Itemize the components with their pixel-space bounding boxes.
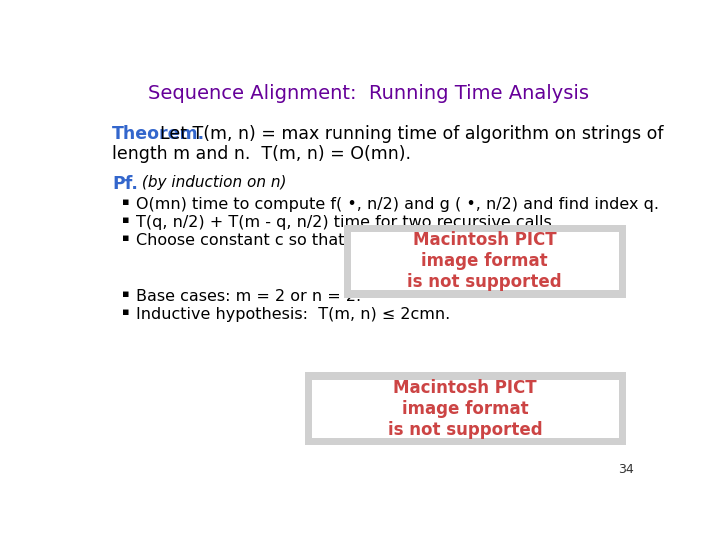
Text: ▪: ▪: [122, 233, 130, 243]
Text: ▪: ▪: [122, 288, 130, 299]
Text: Macintosh PICT
image format
is not supported: Macintosh PICT image format is not suppo…: [388, 379, 543, 438]
Text: Inductive hypothesis:  T(m, n) ≤ 2cmn.: Inductive hypothesis: T(m, n) ≤ 2cmn.: [136, 307, 450, 322]
FancyBboxPatch shape: [344, 225, 626, 298]
Text: Let T(m, n) = max running time of algorithm on strings of: Let T(m, n) = max running time of algori…: [160, 125, 663, 143]
Text: ▪: ▪: [122, 197, 130, 207]
Text: Theorem.: Theorem.: [112, 125, 205, 143]
Text: Macintosh PICT
image format
is not supported: Macintosh PICT image format is not suppo…: [408, 232, 562, 291]
FancyBboxPatch shape: [305, 373, 626, 446]
Text: length m and n.  T(m, n) = O(mn).: length m and n. T(m, n) = O(mn).: [112, 145, 411, 163]
Text: Base cases: m = 2 or n = 2.: Base cases: m = 2 or n = 2.: [136, 288, 361, 303]
Text: (by induction on n): (by induction on n): [138, 175, 287, 190]
Text: Pf.: Pf.: [112, 175, 138, 193]
Text: O(mn) time to compute f( •, n/2) and g ( •, n/2) and find index q.: O(mn) time to compute f( •, n/2) and g (…: [136, 197, 659, 212]
Text: 34: 34: [618, 463, 634, 476]
FancyBboxPatch shape: [351, 232, 619, 290]
Text: Choose constant c so that:: Choose constant c so that:: [136, 233, 350, 248]
Text: ▪: ▪: [122, 215, 130, 225]
Text: ▪: ▪: [122, 307, 130, 317]
Text: T(q, n/2) + T(m - q, n/2) time for two recursive calls.: T(q, n/2) + T(m - q, n/2) time for two r…: [136, 215, 557, 231]
FancyBboxPatch shape: [312, 380, 619, 438]
Text: Sequence Alignment:  Running Time Analysis: Sequence Alignment: Running Time Analysi…: [148, 84, 590, 103]
